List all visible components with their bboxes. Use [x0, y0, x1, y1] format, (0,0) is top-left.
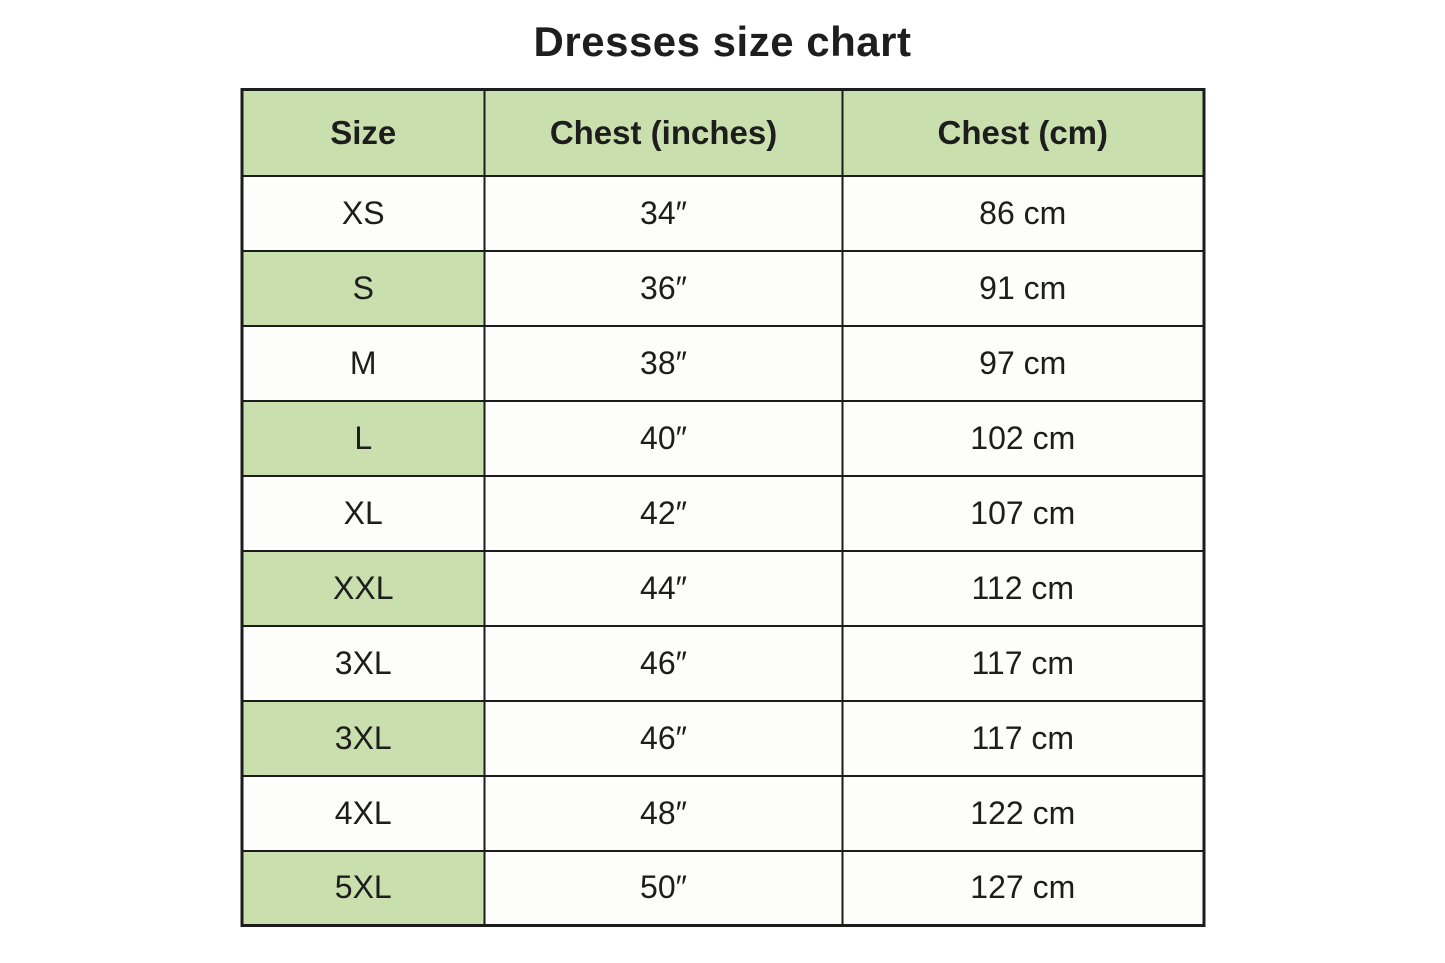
size-chart-table: Size Chest (inches) Chest (cm) XS 34″ 86…	[240, 88, 1205, 927]
size-cell: XXL	[240, 549, 486, 627]
size-table-body: XS 34″ 86 cm S 36″ 91 cm M 38″ 97 cm L 4…	[240, 174, 1205, 927]
chest-inches-cell: 38″	[483, 324, 844, 402]
size-cell: S	[240, 249, 486, 327]
size-cell: XS	[240, 174, 486, 252]
table-row: M 38″ 97 cm	[240, 324, 1205, 402]
chest-cm-cell: 102 cm	[841, 399, 1205, 477]
chest-cm-cell: 97 cm	[841, 324, 1205, 402]
size-chart-header: Size Chest (inches) Chest (cm)	[240, 88, 1205, 177]
column-header-chest-inches: Chest (inches)	[483, 88, 844, 177]
table-row: L 40″ 102 cm	[240, 399, 1205, 477]
chest-cm-cell: 112 cm	[841, 549, 1205, 627]
size-cell: 3XL	[240, 624, 486, 702]
table-row: XS 34″ 86 cm	[240, 174, 1205, 252]
chart-title: Dresses size chart	[533, 18, 912, 65]
chest-cm-cell: 122 cm	[841, 774, 1205, 852]
size-cell: XL	[240, 474, 486, 552]
table-row: S 36″ 91 cm	[240, 249, 1205, 327]
header-row: Size Chest (inches) Chest (cm)	[240, 88, 1205, 177]
chest-cm-cell: 91 cm	[841, 249, 1205, 327]
size-cell: 5XL	[240, 849, 486, 927]
chest-inches-cell: 50″	[483, 849, 844, 927]
chest-inches-cell: 46″	[483, 624, 844, 702]
chest-inches-cell: 44″	[483, 549, 844, 627]
chest-cm-cell: 86 cm	[841, 174, 1205, 252]
chest-inches-cell: 40″	[483, 399, 844, 477]
column-header-chest-cm: Chest (cm)	[841, 88, 1205, 177]
chest-cm-cell: 107 cm	[841, 474, 1205, 552]
chest-inches-cell: 48″	[483, 774, 844, 852]
chest-cm-cell: 117 cm	[841, 699, 1205, 777]
table-row: XL 42″ 107 cm	[240, 474, 1205, 552]
table-row: XXL 44″ 112 cm	[240, 549, 1205, 627]
table-row: 4XL 48″ 122 cm	[240, 774, 1205, 852]
chest-inches-cell: 36″	[483, 249, 844, 327]
table-row: 3XL 46″ 117 cm	[240, 624, 1205, 702]
table-row: 3XL 46″ 117 cm	[240, 699, 1205, 777]
size-cell: L	[240, 399, 486, 477]
size-cell: 3XL	[240, 699, 486, 777]
size-cell: 4XL	[240, 774, 486, 852]
chest-inches-cell: 42″	[483, 474, 844, 552]
size-cell: M	[240, 324, 486, 402]
chest-cm-cell: 117 cm	[841, 624, 1205, 702]
table-row: 5XL 50″ 127 cm	[240, 849, 1205, 927]
column-header-size: Size	[240, 88, 486, 177]
chest-cm-cell: 127 cm	[841, 849, 1205, 927]
chest-inches-cell: 34″	[483, 174, 844, 252]
chest-inches-cell: 46″	[483, 699, 844, 777]
